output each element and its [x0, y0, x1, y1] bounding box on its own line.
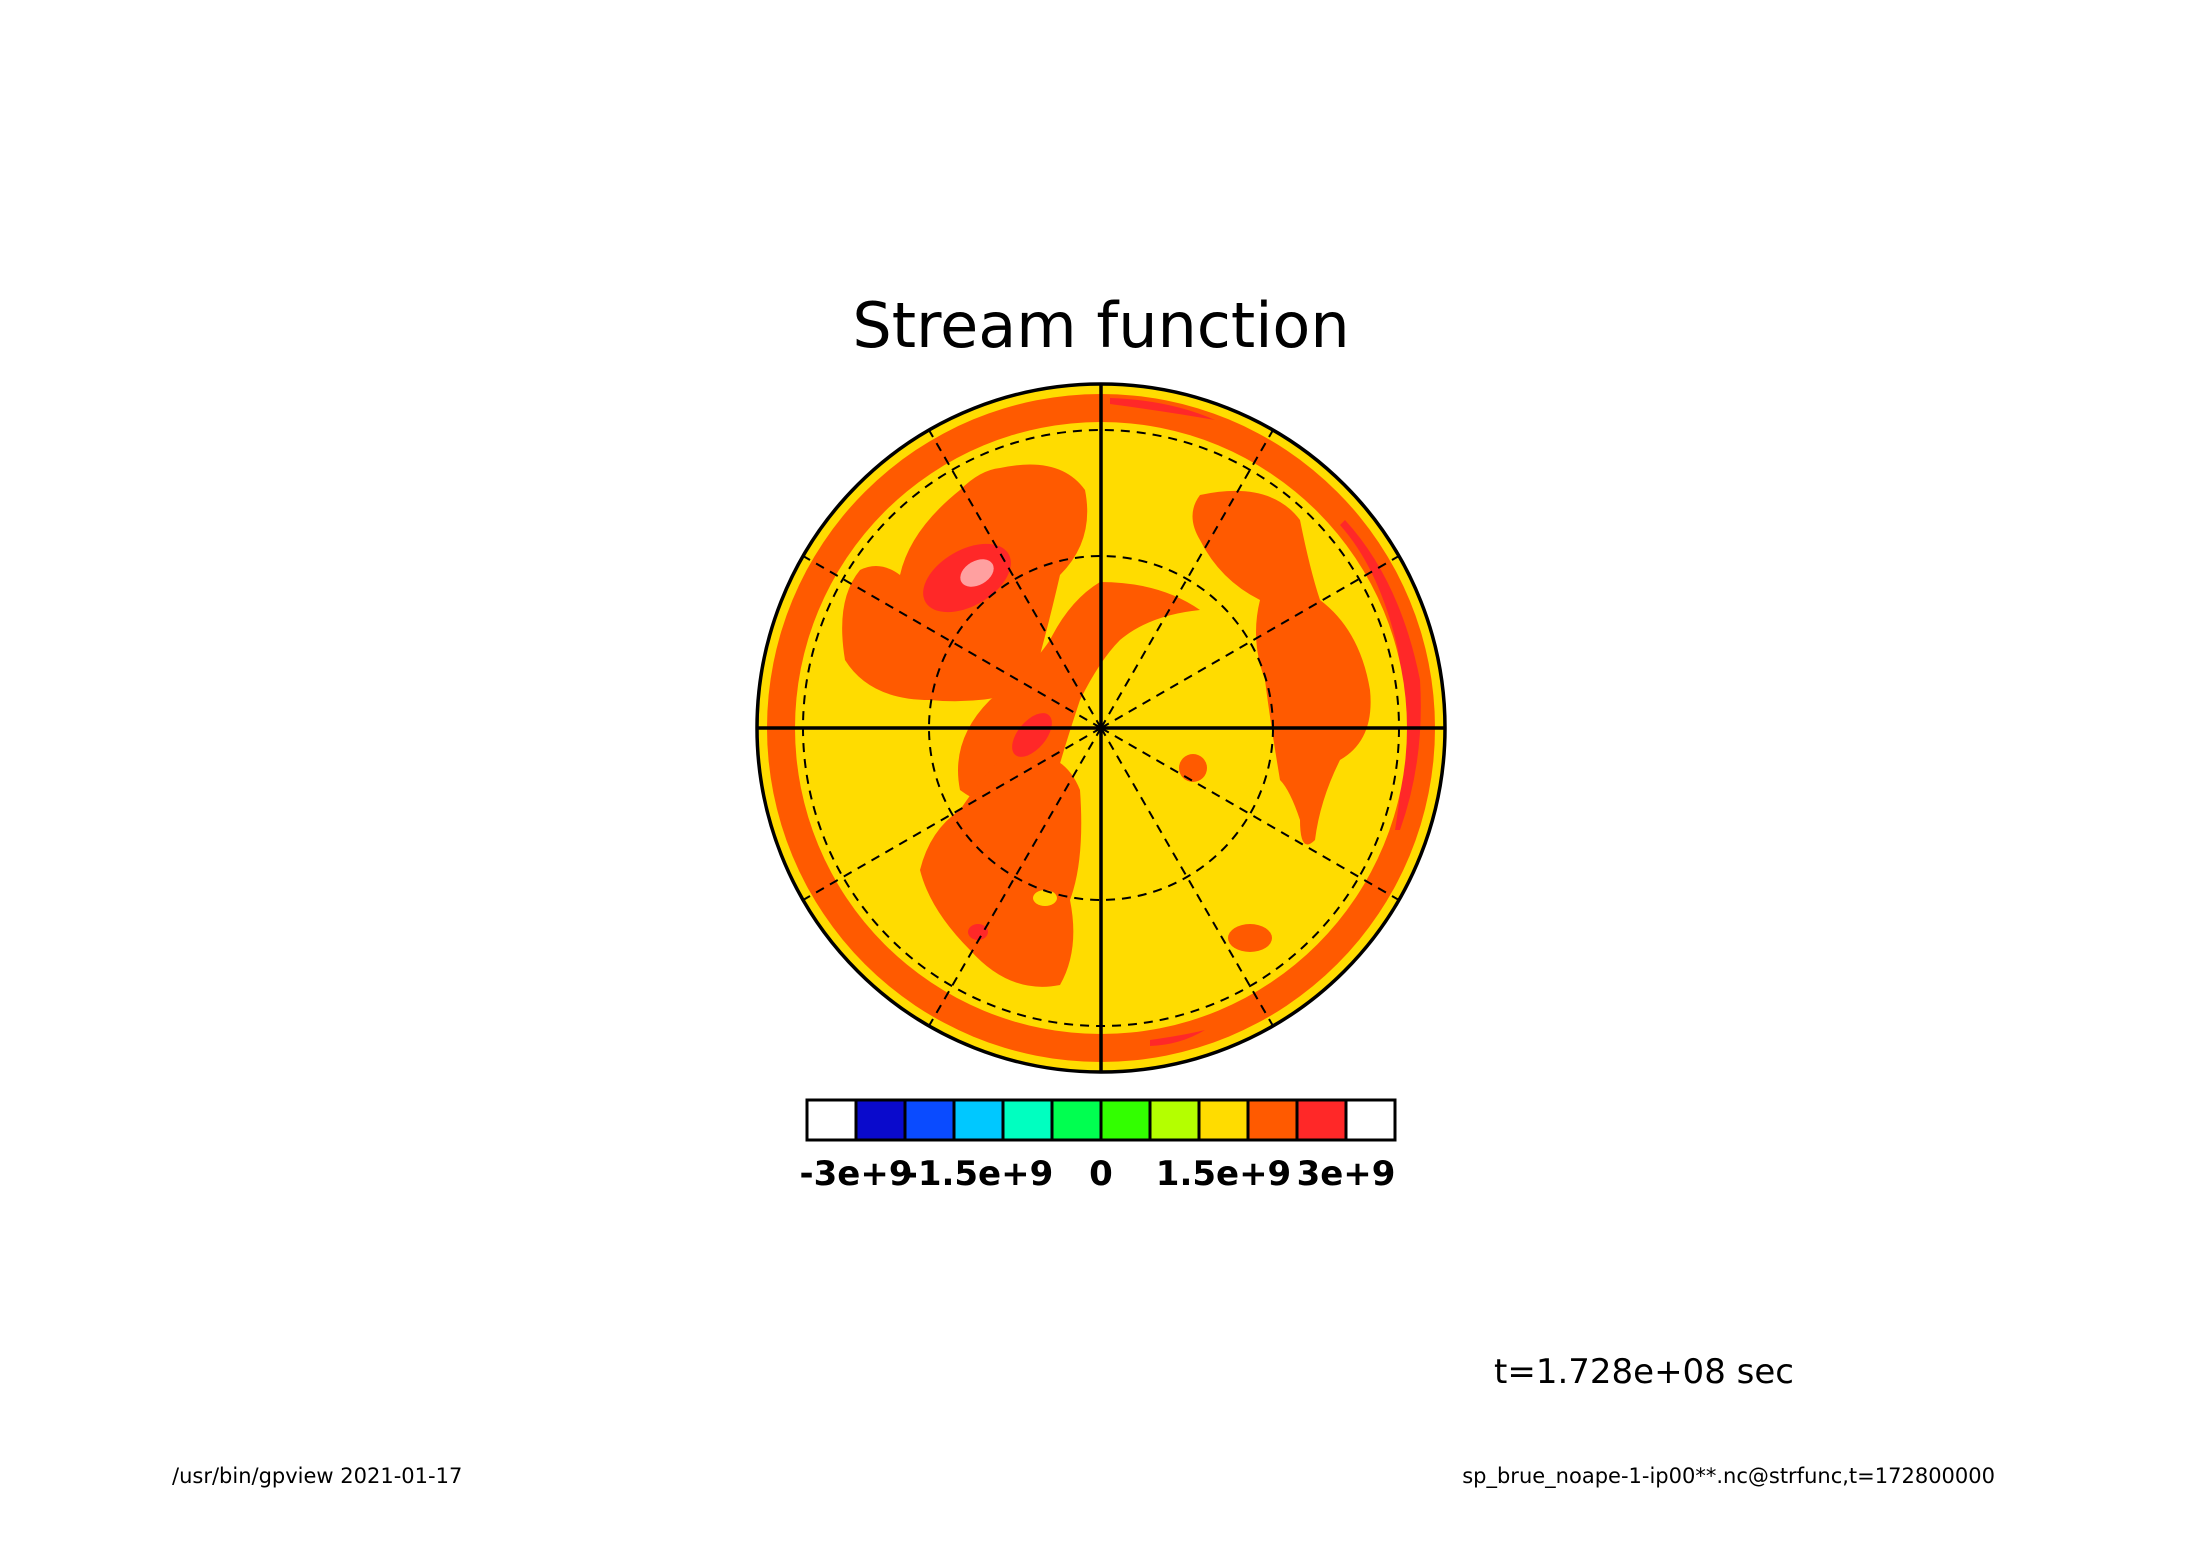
colorbar-bin — [1346, 1100, 1395, 1140]
chart-title: Stream function — [852, 289, 1349, 362]
colorbar-bin — [807, 1100, 856, 1140]
colorbar-tick-label: -1.5e+9 — [904, 1154, 1054, 1194]
time-label: t=1.728e+08 sec — [1494, 1352, 1794, 1392]
colorbar-bin — [1101, 1100, 1150, 1140]
colorbar-bin — [1199, 1100, 1248, 1140]
colorbar-bin — [1297, 1100, 1346, 1140]
orange-spot-southeast — [1228, 924, 1272, 952]
colorbar-tick-labels: -3e+9-1.5e+9 0 1.5e+9 3e+9 — [800, 1154, 1396, 1194]
colorbar-bin — [905, 1100, 954, 1140]
footer-right: sp_brue_noape-1-ip00**.nc@strfunc,t=1728… — [1462, 1464, 1995, 1489]
colorbar-tick-label: 1.5e+9 — [1156, 1154, 1291, 1194]
colorbar-bin — [1052, 1100, 1101, 1140]
colorbar-bin — [856, 1100, 905, 1140]
yellow-hole-southwest — [1033, 890, 1057, 906]
colorbar-tick-label: 3e+9 — [1297, 1154, 1396, 1194]
footer-left: /usr/bin/gpview 2021-01-17 — [172, 1464, 462, 1488]
colorbar-tick-label: -3e+9 — [800, 1154, 913, 1194]
colorbar-bin — [1003, 1100, 1052, 1140]
colorbar-bin — [954, 1100, 1003, 1140]
red-spot-southwest — [968, 924, 988, 940]
colorbar-bin — [1248, 1100, 1297, 1140]
orange-spot-east — [1179, 754, 1207, 782]
colorbar — [807, 1100, 1395, 1140]
colorbar-bin — [1150, 1100, 1199, 1140]
colorbar-tick-label: 0 — [1089, 1154, 1113, 1194]
